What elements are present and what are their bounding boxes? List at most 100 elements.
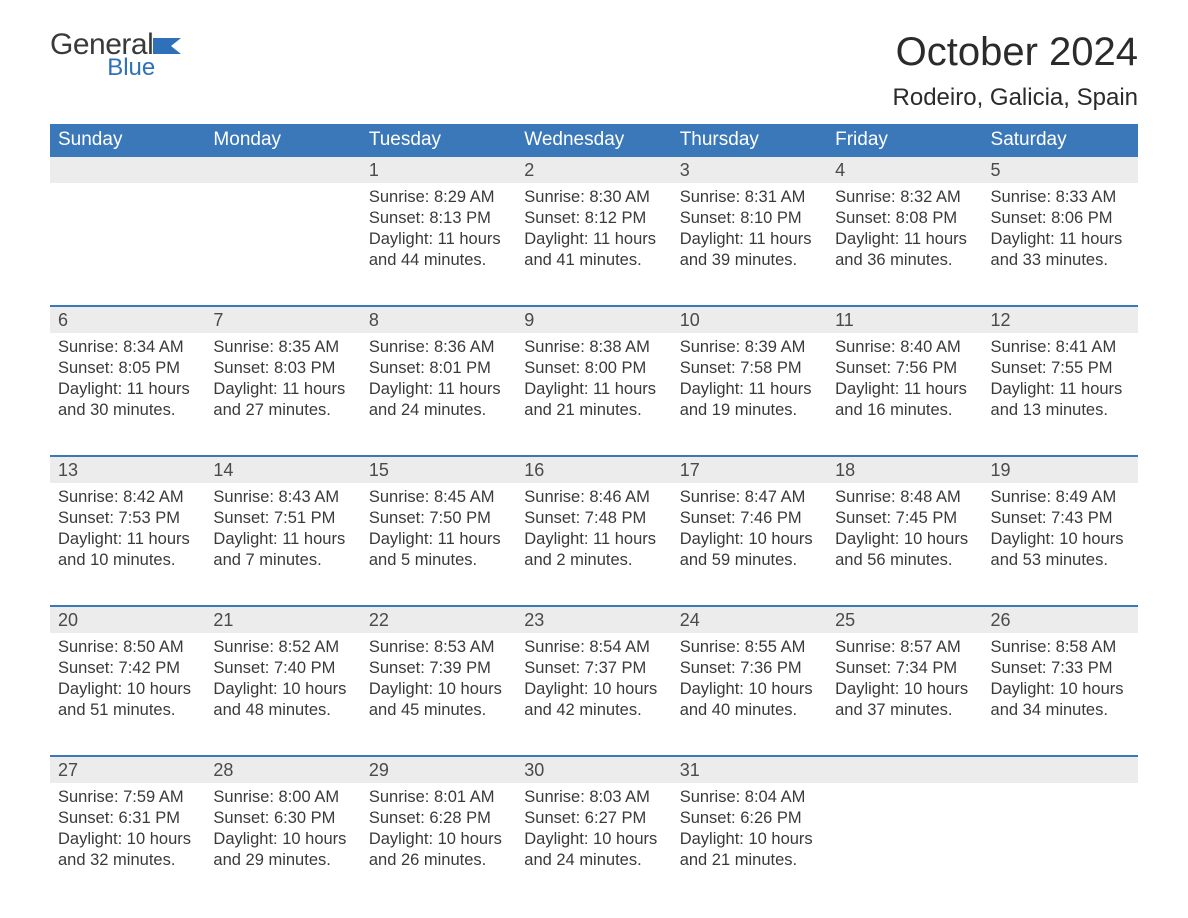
day-details: Sunrise: 8:38 AMSunset: 8:00 PMDaylight:… (516, 333, 671, 437)
day-detail-line: Daylight: 11 hours (58, 529, 197, 550)
day-detail-line: Daylight: 10 hours (835, 679, 974, 700)
calendar-table: Sunday Monday Tuesday Wednesday Thursday… (50, 124, 1138, 887)
day-detail-line: Sunrise: 8:50 AM (58, 637, 197, 658)
day-details: Sunrise: 8:54 AMSunset: 7:37 PMDaylight:… (516, 633, 671, 737)
day-detail-line: and 33 minutes. (991, 250, 1130, 271)
day-detail-line: Sunrise: 8:30 AM (524, 187, 663, 208)
day-detail-line: Sunset: 8:08 PM (835, 208, 974, 229)
day-date: 30 (516, 757, 671, 783)
day-detail-line: and 42 minutes. (524, 700, 663, 721)
day-detail-line: Daylight: 10 hours (680, 829, 819, 850)
day-detail-line: Daylight: 11 hours (58, 379, 197, 400)
day-detail-line: Sunrise: 8:47 AM (680, 487, 819, 508)
date-row: 12345 (50, 157, 1138, 183)
day-header-row: Sunday Monday Tuesday Wednesday Thursday… (50, 124, 1138, 157)
day-detail-line: and 5 minutes. (369, 550, 508, 571)
page-title: October 2024 (896, 30, 1138, 75)
day-detail-line: Daylight: 10 hours (369, 679, 508, 700)
day-detail-line: Sunset: 7:37 PM (524, 658, 663, 679)
day-header-thursday: Thursday (672, 124, 827, 157)
day-details: Sunrise: 8:31 AMSunset: 8:10 PMDaylight:… (672, 183, 827, 287)
day-detail-line: and 53 minutes. (991, 550, 1130, 571)
day-detail-line: Daylight: 10 hours (524, 679, 663, 700)
day-detail-line: Daylight: 10 hours (213, 829, 352, 850)
day-date: 2 (516, 157, 671, 183)
day-details: Sunrise: 8:39 AMSunset: 7:58 PMDaylight:… (672, 333, 827, 437)
day-detail-line: and 34 minutes. (991, 700, 1130, 721)
day-detail-line: Sunrise: 8:34 AM (58, 337, 197, 358)
day-detail-line: Sunrise: 8:31 AM (680, 187, 819, 208)
day-details (205, 183, 360, 287)
day-detail-line: Sunset: 6:28 PM (369, 808, 508, 829)
day-detail-line: Sunrise: 8:32 AM (835, 187, 974, 208)
day-detail-line: Sunrise: 8:45 AM (369, 487, 508, 508)
day-date: 4 (827, 157, 982, 183)
day-detail-line: Daylight: 10 hours (991, 679, 1130, 700)
day-details: Sunrise: 8:03 AMSunset: 6:27 PMDaylight:… (516, 783, 671, 887)
day-detail-line: Sunset: 8:13 PM (369, 208, 508, 229)
day-detail-line: Sunrise: 8:52 AM (213, 637, 352, 658)
day-detail-line: Daylight: 10 hours (835, 529, 974, 550)
day-date: 28 (205, 757, 360, 783)
day-details (50, 183, 205, 287)
day-header-wednesday: Wednesday (516, 124, 671, 157)
day-detail-line: and 19 minutes. (680, 400, 819, 421)
day-detail-line: Daylight: 11 hours (213, 529, 352, 550)
day-detail-line: and 29 minutes. (213, 850, 352, 871)
day-date (50, 157, 205, 183)
day-detail-line: Daylight: 11 hours (369, 529, 508, 550)
day-date: 29 (361, 757, 516, 783)
day-detail-line: Sunrise: 8:57 AM (835, 637, 974, 658)
day-detail-line: Sunrise: 8:38 AM (524, 337, 663, 358)
day-date: 11 (827, 307, 982, 333)
day-detail-line: Sunset: 7:36 PM (680, 658, 819, 679)
day-detail-line: Sunset: 8:00 PM (524, 358, 663, 379)
day-details: Sunrise: 8:40 AMSunset: 7:56 PMDaylight:… (827, 333, 982, 437)
day-details: Sunrise: 8:47 AMSunset: 7:46 PMDaylight:… (672, 483, 827, 587)
day-details: Sunrise: 8:33 AMSunset: 8:06 PMDaylight:… (983, 183, 1138, 287)
day-date: 25 (827, 607, 982, 633)
day-detail-line: Daylight: 10 hours (58, 829, 197, 850)
day-header-sunday: Sunday (50, 124, 205, 157)
day-detail-line: Sunset: 7:56 PM (835, 358, 974, 379)
day-detail-line: and 24 minutes. (369, 400, 508, 421)
logo-text: General Blue (50, 30, 153, 80)
day-detail-line: Sunrise: 8:39 AM (680, 337, 819, 358)
day-detail-line: Sunset: 7:40 PM (213, 658, 352, 679)
day-detail-line: Sunrise: 8:40 AM (835, 337, 974, 358)
day-detail-line: and 48 minutes. (213, 700, 352, 721)
day-detail-line: Daylight: 11 hours (524, 529, 663, 550)
day-date: 27 (50, 757, 205, 783)
day-details: Sunrise: 8:53 AMSunset: 7:39 PMDaylight:… (361, 633, 516, 737)
day-date: 19 (983, 457, 1138, 483)
week-spacer (50, 737, 1138, 755)
day-detail-line: Daylight: 10 hours (991, 529, 1130, 550)
day-detail-line: Sunset: 7:58 PM (680, 358, 819, 379)
day-details: Sunrise: 8:30 AMSunset: 8:12 PMDaylight:… (516, 183, 671, 287)
day-header-friday: Friday (827, 124, 982, 157)
day-detail-line: Sunset: 7:42 PM (58, 658, 197, 679)
day-detail-line: Sunrise: 8:29 AM (369, 187, 508, 208)
day-details: Sunrise: 8:00 AMSunset: 6:30 PMDaylight:… (205, 783, 360, 887)
date-row: 20212223242526 (50, 607, 1138, 633)
day-detail-line: Sunset: 7:34 PM (835, 658, 974, 679)
day-detail-line: Sunset: 7:45 PM (835, 508, 974, 529)
day-detail-line: Daylight: 11 hours (991, 379, 1130, 400)
day-detail-line: Sunrise: 8:49 AM (991, 487, 1130, 508)
day-detail-line: and 26 minutes. (369, 850, 508, 871)
day-detail-line: and 32 minutes. (58, 850, 197, 871)
day-detail-line: Sunrise: 8:43 AM (213, 487, 352, 508)
day-detail-line: Sunrise: 8:42 AM (58, 487, 197, 508)
day-detail-line: and 37 minutes. (835, 700, 974, 721)
day-date: 18 (827, 457, 982, 483)
day-detail-line: Daylight: 11 hours (680, 229, 819, 250)
day-detail-line: Daylight: 10 hours (524, 829, 663, 850)
day-detail-line: Sunset: 8:01 PM (369, 358, 508, 379)
day-date: 16 (516, 457, 671, 483)
day-details: Sunrise: 8:32 AMSunset: 8:08 PMDaylight:… (827, 183, 982, 287)
day-detail-line: Daylight: 11 hours (835, 229, 974, 250)
day-detail-line: Sunset: 8:05 PM (58, 358, 197, 379)
week-spacer (50, 587, 1138, 605)
day-detail-line: and 59 minutes. (680, 550, 819, 571)
day-detail-line: and 56 minutes. (835, 550, 974, 571)
